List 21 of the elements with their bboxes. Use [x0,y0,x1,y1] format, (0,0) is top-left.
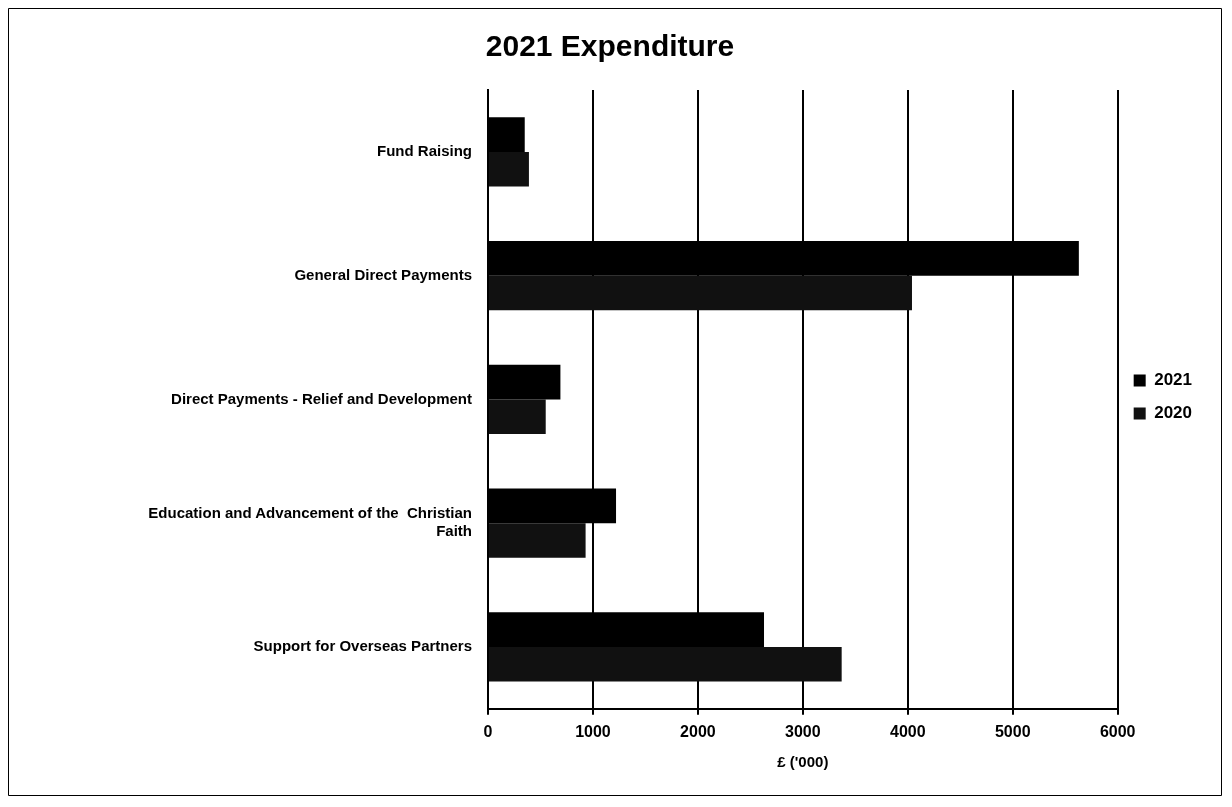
legend-label: 2020 [1154,403,1193,423]
x-tick-label: 6000 [1099,722,1136,740]
bar [489,275,912,311]
bar [489,646,842,682]
x-tick-label: 5000 [994,722,1031,740]
x-axis-title: £ ('000) [777,753,829,771]
y-tick-label: General Direct Payments [294,265,472,283]
x-tick-label: 2000 [680,722,716,740]
chart-title: 2021 Expenditure [485,29,735,63]
y-tick-label: Support for Overseas Partners [253,637,472,655]
y-tick-label: Education and Advancement of the Christian Faith [148,504,472,540]
bar [489,399,546,435]
x-tick-label: 1000 [575,722,611,740]
bar [489,523,586,558]
y-tick-label: Direct Payments - Relief and Development [171,389,472,407]
x-tick-label: 4000 [889,722,926,740]
legend-label: 2021 [1154,370,1193,390]
y-tick-label: Fund Raising [377,142,472,160]
bar [489,151,529,187]
x-tick-label: 0 [483,722,493,740]
x-tick-label: 3000 [785,722,821,740]
